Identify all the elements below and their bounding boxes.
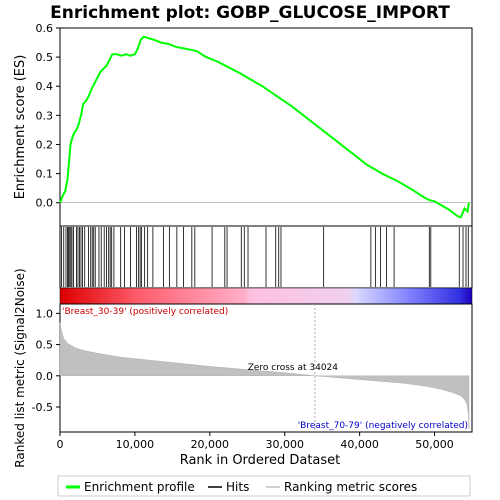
legend-box bbox=[57, 475, 471, 497]
x-tick-label: 10,000 bbox=[116, 438, 155, 451]
ranking-metric-area bbox=[59, 322, 470, 429]
hits-panel bbox=[61, 227, 469, 287]
es-y-tick-label: 0.0 bbox=[36, 197, 54, 210]
positive-correlation-label: 'Breast_30-39' (positively correlated) bbox=[62, 307, 228, 317]
chart-title: Enrichment plot: GOBP_GLUCOSE_IMPORT bbox=[50, 3, 450, 23]
es-y-tick-label: 0.5 bbox=[36, 51, 54, 64]
legend-label: Ranking metric scores bbox=[284, 480, 417, 494]
enrichment-profile-line bbox=[59, 35, 470, 219]
es-y-tick-label: 0.2 bbox=[36, 138, 54, 151]
es-y-tick-label: 0.3 bbox=[36, 109, 54, 122]
metric-y-tick-label: 1.0 bbox=[36, 307, 54, 320]
metric-y-axis-label: Ranked list metric (Signal2Noise) bbox=[13, 268, 27, 467]
metric-x-axis: 0 10,000 20,000 30,000 40,000 50,000 bbox=[57, 432, 454, 451]
x-tick-label: 20,000 bbox=[191, 438, 230, 451]
x-tick-label: 0 bbox=[57, 438, 64, 451]
es-panel-frame bbox=[59, 27, 473, 227]
legend: Enrichment profile Hits Ranking metric sco… bbox=[66, 480, 417, 494]
es-y-tick-label: 0.4 bbox=[36, 80, 54, 93]
es-y-axis: 0.0 0.1 0.2 0.3 0.4 0.5 0.6 bbox=[36, 22, 60, 210]
legend-label: Hits bbox=[226, 480, 249, 494]
es-y-axis-label: Enrichment score (ES) bbox=[13, 55, 28, 200]
metric-y-tick-label: 0.5 bbox=[36, 339, 54, 352]
zero-cross-label: Zero cross at 34024 bbox=[248, 363, 339, 373]
es-y-tick-label: 0.6 bbox=[36, 22, 54, 35]
x-axis-label: Rank in Ordered Dataset bbox=[180, 453, 341, 468]
metric-y-axis: -0.5 0.0 0.5 1.0 bbox=[32, 307, 60, 414]
rank-color-bar bbox=[59, 287, 473, 305]
x-tick-label: 40,000 bbox=[340, 438, 379, 451]
x-tick-label: 50,000 bbox=[415, 438, 454, 451]
x-tick-label: 30,000 bbox=[265, 438, 304, 451]
metric-y-tick-label: -0.5 bbox=[32, 401, 53, 414]
legend-label: Enrichment profile bbox=[84, 480, 195, 494]
negative-correlation-label: 'Breast_70-79' (negatively correlated) bbox=[298, 421, 468, 431]
metric-y-tick-label: 0.0 bbox=[36, 370, 54, 383]
es-y-tick-label: 0.1 bbox=[36, 168, 54, 181]
